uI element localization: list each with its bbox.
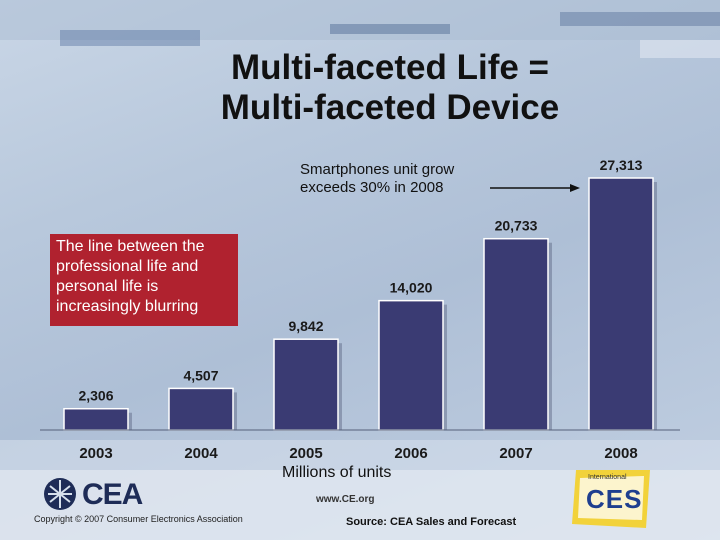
callout-line-3: personal life is bbox=[56, 278, 159, 295]
callout-line-2: professional life and bbox=[56, 258, 199, 275]
callout-line-4: increasingly blurring bbox=[56, 298, 199, 315]
callout-line-1: The line between the bbox=[56, 238, 205, 255]
slide-title-line-1: Multi-faceted Life = bbox=[231, 48, 549, 87]
ces-badge-icon bbox=[572, 470, 650, 528]
x-tick-label-2007: 2007 bbox=[499, 445, 532, 462]
bar-2004 bbox=[168, 387, 234, 431]
cea-logo-text: CEA bbox=[82, 478, 143, 511]
x-tick-label-2006: 2006 bbox=[394, 445, 427, 462]
x-tick-label-2005: 2005 bbox=[289, 445, 322, 462]
value-label-2007: 20,733 bbox=[495, 218, 538, 234]
copyright-text: Copyright © 2007 Consumer Electronics As… bbox=[34, 514, 243, 524]
slide-title: Multi-faceted Life = Multi-faceted Devic… bbox=[170, 48, 610, 128]
value-label-2003: 2,306 bbox=[78, 388, 113, 404]
website-text: www.CE.org bbox=[316, 494, 375, 505]
value-label-2008: 27,313 bbox=[600, 157, 643, 173]
value-label-2006: 14,020 bbox=[390, 280, 433, 296]
blurring-callout: The line between the professional life a… bbox=[50, 234, 238, 326]
bar-2005 bbox=[273, 338, 339, 431]
annotation-line-1: Smartphones unit grow bbox=[300, 161, 455, 178]
cea-globe-icon bbox=[44, 478, 76, 510]
value-label-2004: 4,507 bbox=[183, 367, 218, 383]
ces-logo-text: CES bbox=[586, 484, 643, 514]
slide-title-line-2: Multi-faceted Device bbox=[220, 88, 560, 127]
x-tick-label-2003: 2003 bbox=[79, 445, 112, 462]
annotation-arrow-head bbox=[570, 184, 580, 192]
annotation-line-2: exceeds 30% in 2008 bbox=[300, 179, 444, 196]
x-tick-label-2008: 2008 bbox=[604, 445, 637, 462]
bar-2006 bbox=[378, 299, 444, 431]
bars-layer bbox=[63, 177, 657, 431]
bar-2007 bbox=[483, 237, 549, 431]
growth-annotation: Smartphones unit grow exceeds 30% in 200… bbox=[300, 161, 510, 197]
bar-2003 bbox=[63, 407, 129, 431]
ces-logo: International CES bbox=[572, 470, 654, 528]
x-tick-label-2004: 2004 bbox=[184, 445, 218, 462]
cea-logo: CEA bbox=[40, 474, 150, 514]
value-label-2005: 9,842 bbox=[288, 318, 323, 334]
units-label: Millions of units bbox=[282, 464, 392, 481]
bar-2008 bbox=[588, 177, 654, 431]
labels-layer: 2,306 2003 4,507 2004 9,842 2005 14,020 2006 20,… bbox=[78, 157, 642, 462]
ces-logo-small-text: International bbox=[588, 474, 627, 481]
source-text: Source: CEA Sales and Forecast bbox=[346, 516, 517, 528]
